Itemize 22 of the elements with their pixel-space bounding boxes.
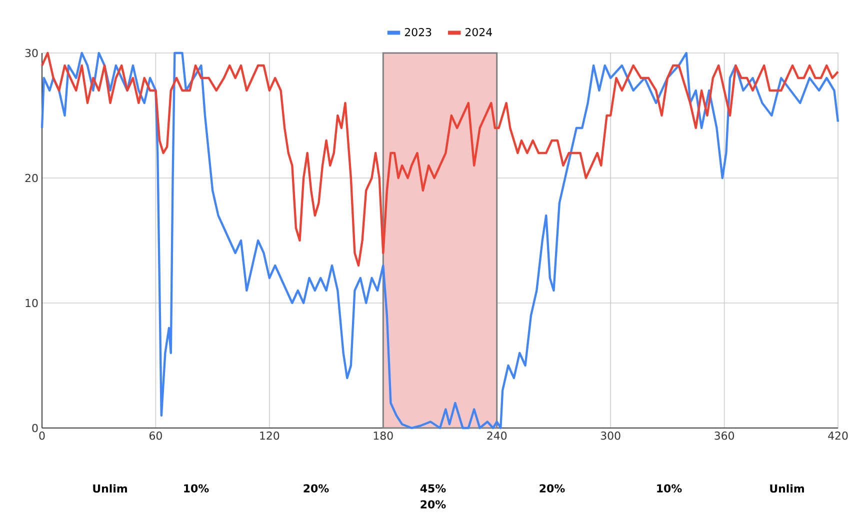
x-tick-label: 60 (150, 432, 162, 440)
y-tick-label: 20 (25, 174, 38, 182)
text: Unlim (770, 484, 804, 493)
x-tick-label: 420 (828, 432, 848, 440)
x-tick-label: 180 (374, 432, 393, 440)
legend-label: 2024 (466, 28, 492, 36)
y-tick-label: 30 (25, 48, 38, 58)
x-tick-label: 120 (260, 432, 280, 440)
text: 20% (540, 484, 565, 492)
y-tick-label: 10 (26, 298, 38, 308)
text: 45% (420, 484, 446, 492)
legend-label: 2023 (404, 28, 432, 36)
text: 10% (184, 484, 209, 492)
text: Unlim (93, 484, 127, 493)
text: 20% (420, 500, 446, 508)
text: 20% (304, 484, 329, 492)
x-tick-label: 240 (487, 432, 507, 440)
x-tick-label: 300 (600, 432, 620, 440)
y-tick-label: 0 (32, 424, 38, 432)
x-tick-label: 360 (714, 432, 734, 440)
text: 10% (657, 484, 682, 492)
x-tick-label: 0 (39, 432, 45, 440)
